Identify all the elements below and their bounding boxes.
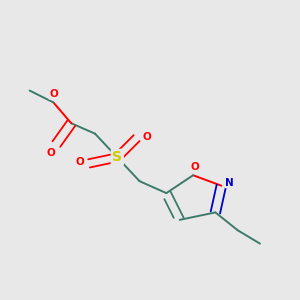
Text: O: O [75, 157, 84, 167]
Text: O: O [142, 132, 151, 142]
Text: N: N [225, 178, 234, 188]
Text: O: O [46, 148, 56, 158]
Text: O: O [49, 89, 58, 99]
Text: O: O [190, 162, 199, 172]
Text: S: S [112, 150, 122, 164]
